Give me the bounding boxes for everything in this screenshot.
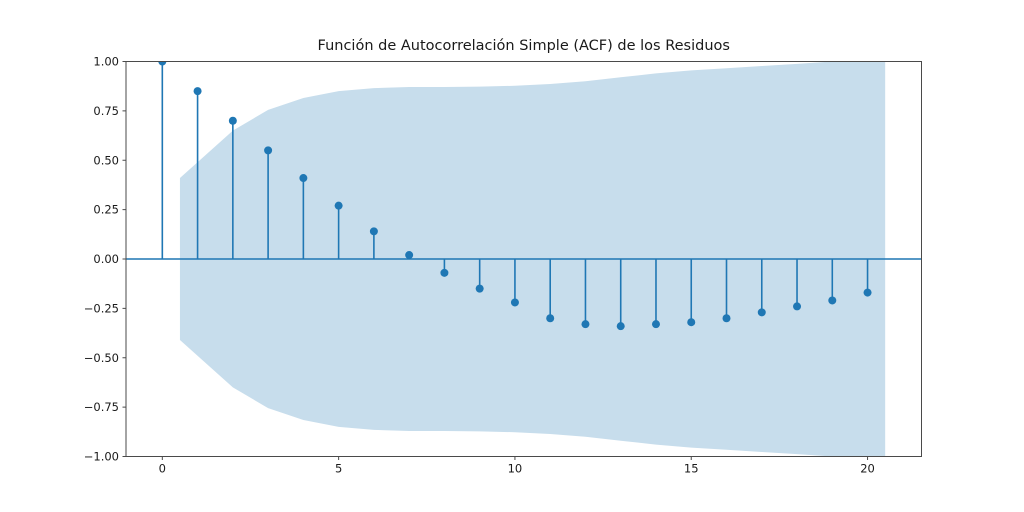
- y-tick-label-−1.00: −1.00: [84, 450, 119, 464]
- y-tick-label-−0.25: −0.25: [84, 301, 119, 315]
- acf-marker-lag-5: [334, 201, 343, 210]
- acf-marker-lag-8: [440, 268, 449, 277]
- acf-marker-lag-12: [581, 320, 590, 329]
- acf-marker-lag-10: [510, 298, 519, 307]
- stem-layer: [126, 61, 922, 331]
- acf-marker-lag-16: [722, 314, 731, 323]
- acf-marker-lag-0: [158, 61, 167, 66]
- acf-marker-lag-7: [405, 251, 414, 260]
- y-tick-label-0.50: 0.50: [93, 153, 119, 167]
- acf-marker-lag-20: [863, 288, 872, 297]
- x-tick-label-10: 10: [508, 462, 523, 476]
- acf-marker-lag-13: [616, 322, 625, 331]
- x-tick-label-5: 5: [335, 462, 342, 476]
- y-tick-label-0.00: 0.00: [93, 252, 119, 266]
- x-tick-label-0: 0: [159, 462, 166, 476]
- acf-marker-lag-14: [651, 320, 660, 329]
- y-tick-label-0.75: 0.75: [93, 104, 119, 118]
- acf-marker-lag-6: [369, 227, 378, 236]
- x-tick-label-20: 20: [860, 462, 875, 476]
- axes-layer: 0 5 10 15 20 1.00 0.75 0.50 0.25 0.00 −0.25 −0.50 −0…: [84, 55, 922, 476]
- acf-marker-lag-3: [264, 146, 273, 155]
- acf-marker-lag-17: [757, 308, 766, 317]
- acf-marker-lag-11: [546, 314, 555, 323]
- chart-title: Función de Autocorrelación Simple (ACF) …: [318, 38, 730, 54]
- y-tick-label-0.25: 0.25: [93, 203, 119, 217]
- acf-marker-lag-2: [228, 116, 237, 125]
- acf-marker-lag-18: [793, 302, 802, 311]
- acf-marker-lag-9: [475, 284, 484, 293]
- acf-marker-lag-1: [193, 87, 202, 96]
- acf-marker-lag-15: [687, 318, 696, 327]
- acf-marker-lag-4: [299, 174, 308, 183]
- y-tick-label-1.00: 1.00: [93, 55, 119, 69]
- y-tick-label-−0.50: −0.50: [84, 351, 119, 365]
- acf-marker-lag-19: [828, 296, 837, 305]
- x-tick-label-15: 15: [684, 462, 699, 476]
- y-tick-label-−0.75: −0.75: [84, 400, 119, 414]
